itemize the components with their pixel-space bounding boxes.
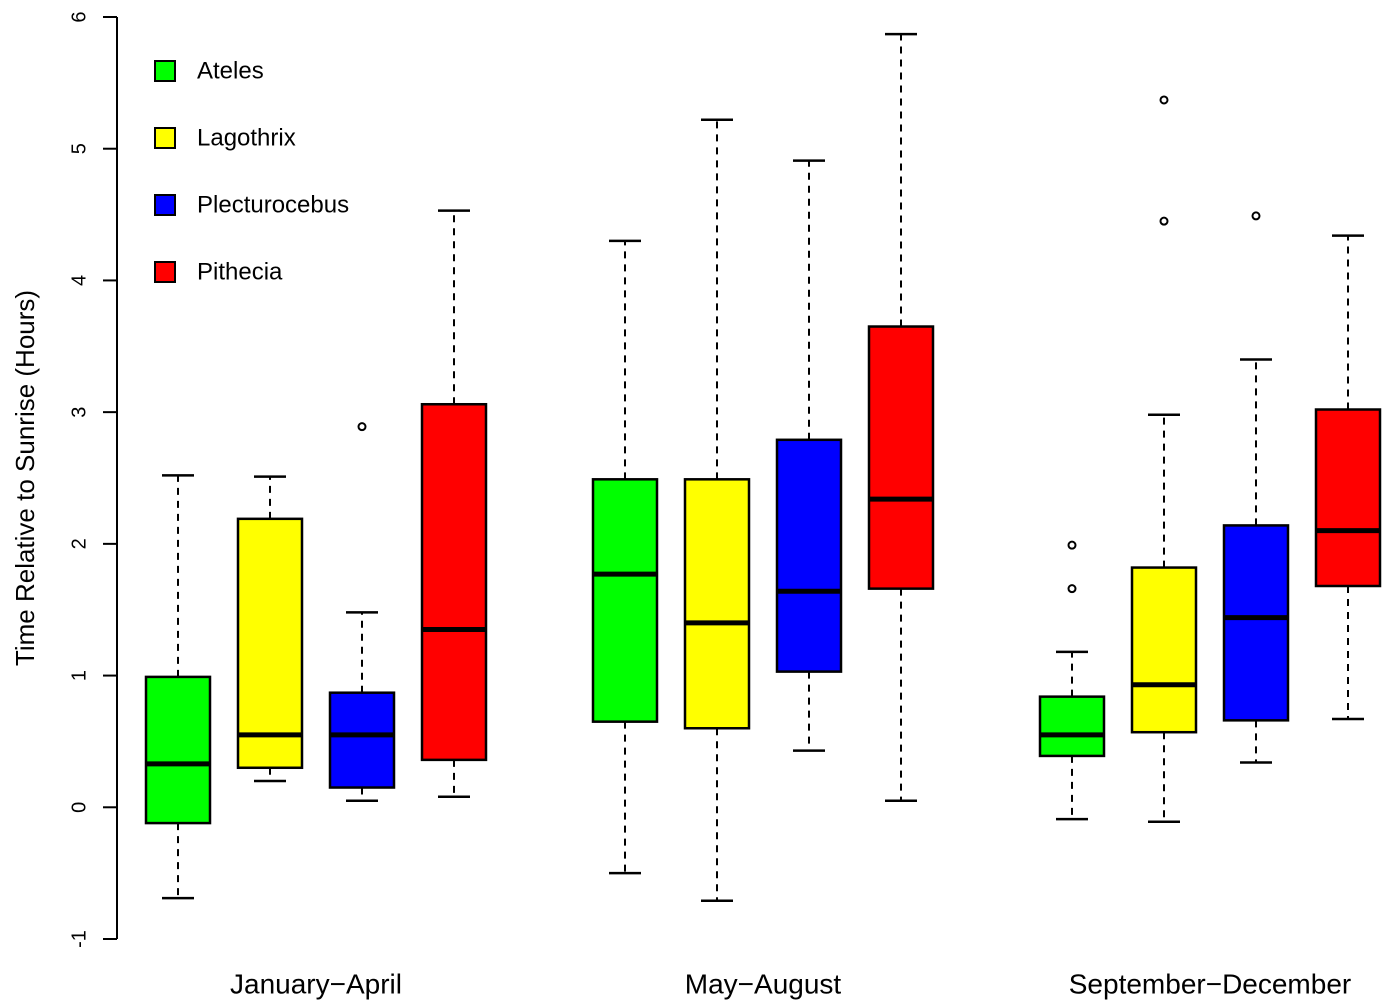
y-tick-label: 6	[68, 11, 90, 22]
box	[1314, 408, 1382, 588]
box	[236, 517, 304, 770]
outlier	[1159, 95, 1169, 105]
y-tick-label: -1	[68, 930, 90, 948]
box	[775, 438, 843, 673]
y-tick-label: 0	[68, 802, 90, 813]
box	[1222, 524, 1290, 722]
y-tick-label: 2	[68, 538, 90, 549]
outlier	[1067, 540, 1077, 550]
x-tick-label: September−December	[1069, 968, 1351, 999]
y-axis-label: Time Relative to Sunrise (Hours)	[10, 290, 40, 666]
box	[328, 691, 396, 789]
box	[683, 478, 751, 730]
legend-swatch	[154, 60, 176, 82]
legend-label: Lagothrix	[197, 124, 296, 151]
box	[1130, 566, 1198, 734]
legend-swatch	[154, 261, 176, 283]
box	[144, 675, 212, 825]
legend-swatch	[154, 127, 176, 149]
x-tick-label: January−April	[230, 968, 402, 999]
box	[1038, 695, 1106, 758]
outlier	[1067, 584, 1077, 594]
y-tick-label: 5	[68, 143, 90, 154]
outlier	[357, 422, 367, 432]
box	[591, 478, 659, 723]
y-tick-label: 3	[68, 407, 90, 418]
legend-swatch	[154, 194, 176, 216]
y-tick-label: 4	[68, 275, 90, 286]
legend-label: Pithecia	[197, 258, 283, 285]
box	[867, 325, 935, 590]
outlier	[1251, 211, 1261, 221]
x-tick-label: May−August	[685, 968, 842, 999]
legend-label: Plecturocebus	[197, 191, 349, 218]
outlier	[1159, 216, 1169, 226]
y-tick-label: 1	[68, 670, 90, 681]
legend-label: Ateles	[197, 57, 264, 84]
box	[420, 402, 488, 762]
